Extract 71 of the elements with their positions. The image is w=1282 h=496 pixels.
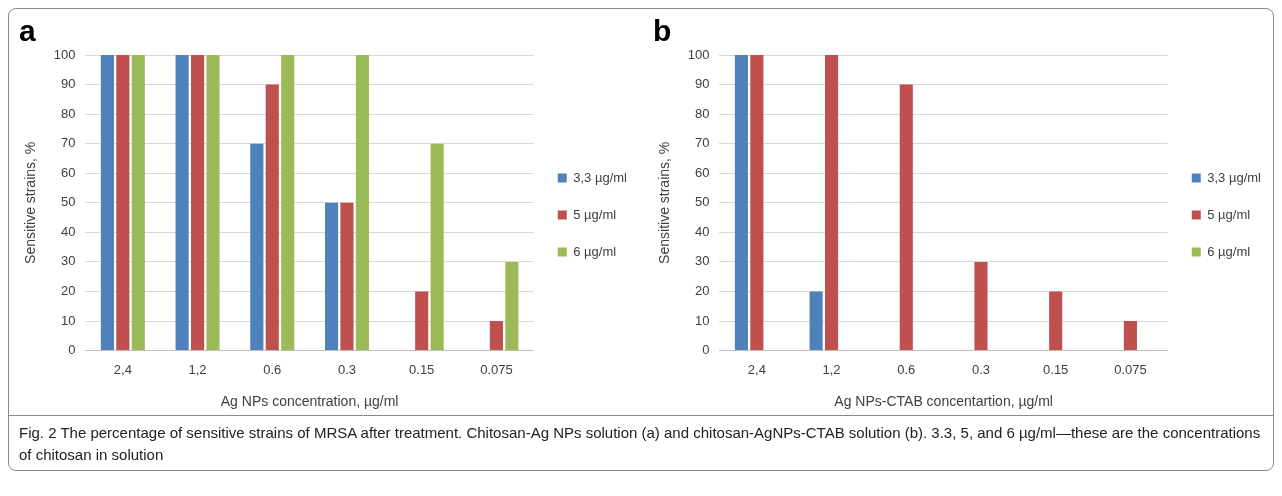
bar bbox=[100, 55, 114, 351]
y-tick-label: 50 bbox=[61, 194, 76, 210]
bar bbox=[250, 143, 264, 351]
chart-title: a bbox=[19, 14, 36, 48]
x-axis-title: Ag NPs concentration, µg/ml bbox=[220, 393, 399, 410]
y-tick-label: 100 bbox=[687, 46, 710, 62]
y-tick-label: 70 bbox=[61, 135, 76, 151]
y-tick-label: 90 bbox=[695, 76, 710, 92]
y-tick-label: 30 bbox=[61, 253, 76, 269]
bar bbox=[825, 55, 839, 351]
y-axis-title: Sensitive strains, % bbox=[656, 141, 673, 264]
x-tick-label: 0.3 bbox=[971, 361, 991, 377]
y-axis-title: Sensitive strains, % bbox=[22, 141, 39, 264]
chart-title: b bbox=[653, 14, 672, 48]
bar bbox=[430, 143, 444, 351]
legend-label: 6 µg/ml bbox=[1207, 243, 1251, 259]
y-tick-label: 100 bbox=[53, 46, 76, 62]
x-tick-label: 0.075 bbox=[1114, 361, 1147, 377]
x-tick-label: 0.15 bbox=[1043, 361, 1069, 377]
bar bbox=[1123, 321, 1137, 351]
bar bbox=[340, 202, 354, 351]
legend-label: 3,3 µg/ml bbox=[573, 169, 628, 185]
bar bbox=[809, 291, 823, 351]
caption: Fig. 2 The percentage of sensitive strains of MRSA after treatment. Chitosan-Ag NPs solution (a) and chitosan-AgNPs-CTAB solution (b). 3.3, 5, and 6 µg/ml—these are the concentrations of chitosan in solution bbox=[19, 423, 1262, 465]
bar bbox=[175, 55, 189, 351]
legend-label: 5 µg/ml bbox=[1207, 206, 1251, 222]
y-tick-label: 80 bbox=[61, 105, 76, 121]
x-tick-label: 0.6 bbox=[263, 361, 282, 377]
y-tick-label: 20 bbox=[61, 283, 76, 299]
bar bbox=[281, 55, 295, 351]
y-tick-label: 0 bbox=[702, 342, 710, 358]
bar bbox=[191, 55, 205, 351]
x-tick-label: 1,2 bbox=[822, 361, 841, 377]
y-tick-label: 90 bbox=[61, 76, 76, 92]
bar bbox=[355, 55, 369, 351]
y-tick-label: 70 bbox=[695, 135, 710, 151]
bar bbox=[489, 321, 503, 351]
y-tick-label: 20 bbox=[695, 283, 710, 299]
bar bbox=[324, 202, 339, 351]
bar bbox=[750, 55, 764, 351]
bar bbox=[505, 261, 519, 351]
y-tick-label: 0 bbox=[68, 342, 76, 358]
y-tick-label: 60 bbox=[61, 164, 76, 180]
x-tick-label: 2,4 bbox=[747, 361, 766, 377]
x-tick-label: 0.075 bbox=[480, 361, 513, 377]
y-tick-label: 40 bbox=[695, 223, 710, 239]
bar bbox=[265, 84, 279, 351]
bar bbox=[974, 261, 988, 351]
y-tick-label: 60 bbox=[695, 164, 710, 180]
y-tick-label: 10 bbox=[61, 312, 76, 328]
bar bbox=[899, 84, 913, 351]
x-axis-title: Ag NPs-CTAB concentartion, µg/ml bbox=[834, 393, 1053, 410]
y-tick-label: 10 bbox=[695, 312, 710, 328]
bar bbox=[415, 291, 429, 351]
y-tick-label: 50 bbox=[695, 194, 710, 210]
legend-label: 6 µg/ml bbox=[573, 243, 617, 259]
x-tick-label: 0.6 bbox=[897, 361, 916, 377]
bar bbox=[116, 55, 130, 351]
bar bbox=[131, 55, 145, 351]
x-tick-label: 0.3 bbox=[337, 361, 357, 377]
x-tick-label: 1,2 bbox=[188, 361, 207, 377]
y-tick-label: 40 bbox=[61, 223, 76, 239]
bar bbox=[1049, 291, 1063, 351]
x-tick-label: 2,4 bbox=[113, 361, 132, 377]
bar bbox=[206, 55, 220, 351]
bar bbox=[734, 55, 748, 351]
x-tick-label: 0.15 bbox=[409, 361, 435, 377]
y-tick-label: 80 bbox=[695, 105, 710, 121]
y-tick-label: 30 bbox=[695, 253, 710, 269]
legend-label: 3,3 µg/ml bbox=[1207, 169, 1262, 185]
legend-label: 5 µg/ml bbox=[573, 206, 617, 222]
